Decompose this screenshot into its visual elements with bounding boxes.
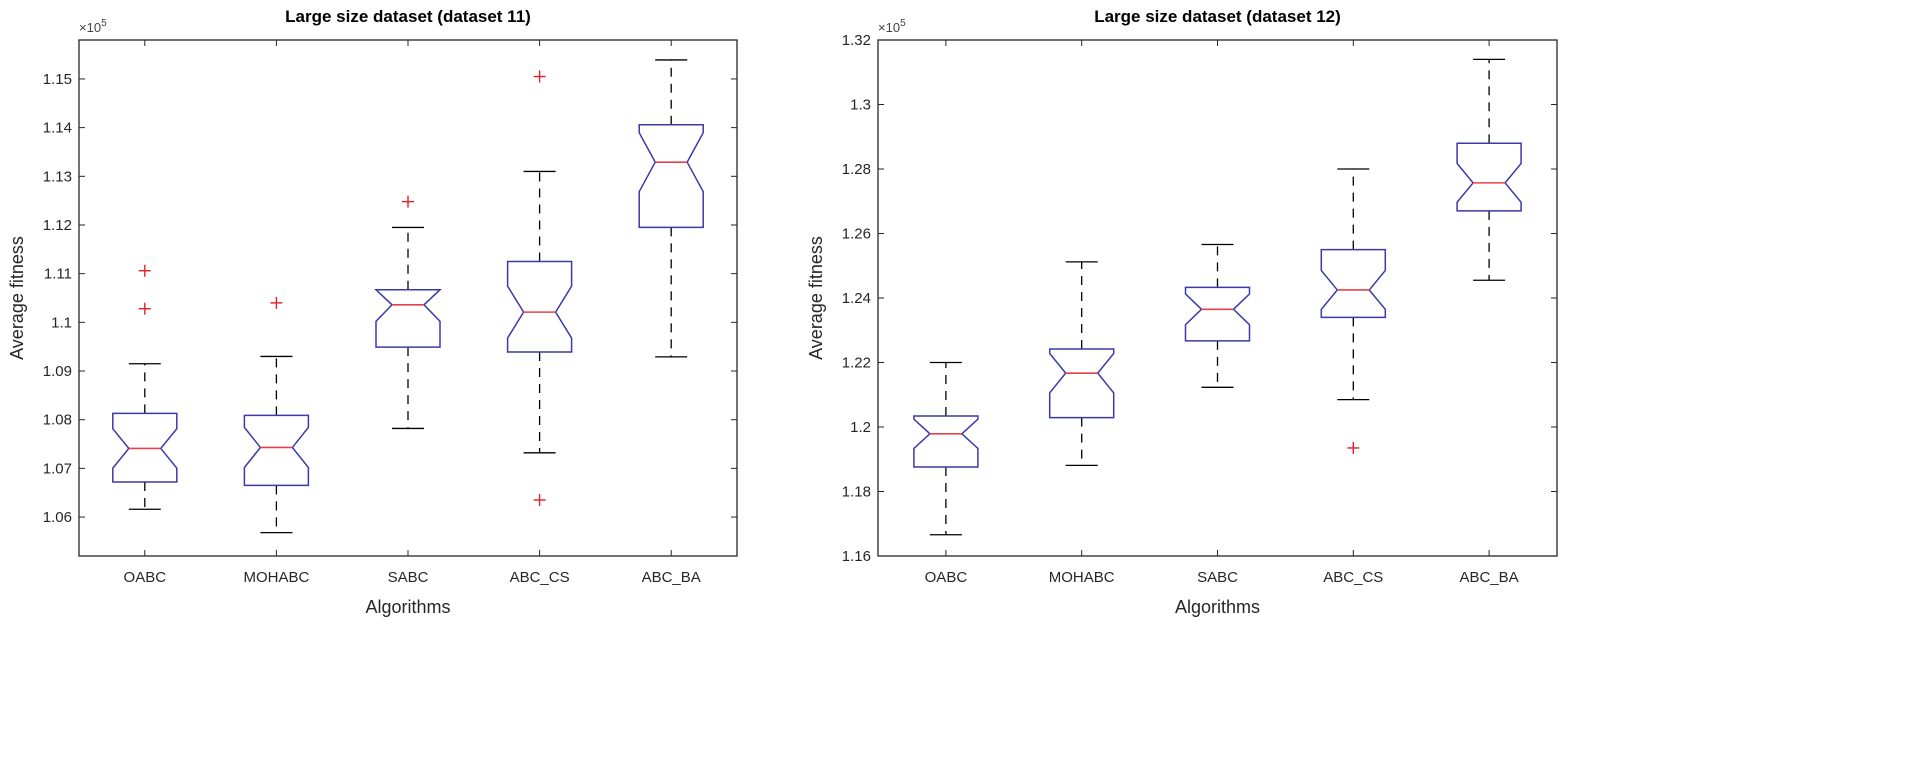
box-SABC — [374, 195, 442, 430]
notched-box — [913, 415, 979, 468]
y-tick-label: 1.16 — [842, 548, 871, 565]
outlier-marker — [138, 302, 151, 315]
notched-box — [1456, 142, 1522, 212]
y-tick-label: 1.22 — [842, 355, 871, 372]
y-axis-multiplier: ×105 — [79, 18, 107, 35]
box-OABC — [112, 264, 178, 510]
y-tick-label: 1.26 — [842, 226, 871, 243]
notched-box — [1048, 348, 1115, 419]
notched-box — [638, 123, 704, 229]
y-tick-label: 1.28 — [842, 161, 871, 178]
box-ABC_CS — [506, 70, 573, 507]
outlier-marker — [270, 296, 283, 309]
axes-box — [78, 39, 738, 557]
y-tick-label: 1.07 — [43, 460, 72, 477]
y-tick-label: 1.08 — [43, 412, 72, 429]
outlier-marker — [1347, 441, 1360, 454]
box-ABC_CS — [1320, 168, 1387, 454]
y-tick-label: 1.1 — [51, 314, 72, 331]
y-axis-label: Average fitness — [806, 236, 826, 360]
x-tick-label: MOHABC — [243, 569, 309, 586]
y-tick-label: 1.09 — [43, 363, 72, 380]
chart-title: Large size dataset (dataset 12) — [1094, 7, 1341, 26]
chart-title: Large size dataset (dataset 11) — [285, 7, 531, 26]
x-tick-label: MOHABC — [1049, 569, 1115, 586]
x-axis-label: Algorithms — [365, 597, 450, 617]
y-axis-multiplier-exponent: 5 — [101, 18, 107, 29]
notched-box — [112, 412, 178, 483]
notched-box — [1320, 248, 1387, 319]
boxplot-panel-1: 1.06 1.07 1.08 1.09 1.1 1.11 1.12 1.13 1.14 1.15 O… — [7, 7, 738, 617]
x-tick-label: OABC — [925, 569, 968, 586]
y-tick-label: 1.3 — [850, 97, 871, 114]
box-ABC_BA — [638, 59, 704, 358]
y-tick-label: 1.18 — [842, 484, 871, 501]
box-MOHABC — [243, 296, 310, 534]
notched-box — [506, 260, 573, 353]
x-tick-label: ABC_CS — [1323, 569, 1383, 586]
box-MOHABC — [1048, 261, 1115, 467]
outlier-marker — [138, 264, 151, 277]
y-tick-label: 1.11 — [44, 266, 72, 283]
box-OABC — [913, 361, 979, 536]
x-tick-label: ABC_CS — [510, 569, 570, 586]
x-tick-label: SABC — [388, 569, 429, 586]
y-tick-label: 1.13 — [43, 168, 72, 185]
outlier-marker — [402, 195, 414, 208]
y-tick-label: 1.06 — [43, 509, 72, 526]
y-tick-label: 1.32 — [842, 32, 871, 49]
y-tick-label: 1.12 — [43, 217, 72, 234]
outlier-marker — [533, 494, 546, 507]
outlier-marker — [533, 70, 546, 83]
box-SABC — [1184, 243, 1251, 388]
y-tick-label: 1.2 — [850, 419, 871, 436]
y-tick-label: 1.15 — [43, 71, 72, 88]
y-tick-label: 1.24 — [842, 290, 871, 307]
x-tick-label: ABC_BA — [642, 569, 701, 586]
y-tick-label: 1.14 — [43, 120, 72, 137]
box-ABC_BA — [1456, 58, 1522, 281]
notched-box — [1184, 286, 1251, 342]
x-axis-label: Algorithms — [1175, 597, 1260, 617]
notched-box — [374, 288, 442, 348]
axes-box — [877, 39, 1558, 557]
notched-box — [243, 414, 310, 487]
y-axis-label: Average fitness — [7, 236, 27, 360]
boxplot-panel-2: 1.16 1.18 1.2 1.22 1.24 1.26 1.28 1.3 1.32 OABC MO… — [806, 7, 1558, 617]
x-tick-label: OABC — [124, 569, 167, 586]
x-tick-label: ABC_BA — [1459, 569, 1518, 586]
x-tick-label: SABC — [1197, 569, 1238, 586]
y-axis-multiplier-exponent: 5 — [900, 18, 906, 29]
y-axis-multiplier: ×105 — [878, 18, 906, 35]
